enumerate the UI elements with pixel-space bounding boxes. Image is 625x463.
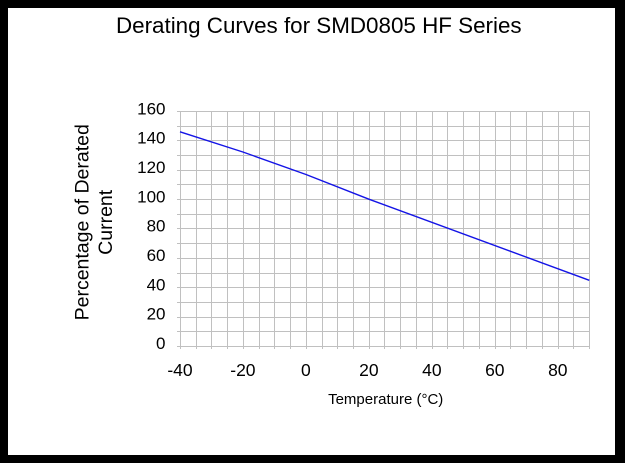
svg-text:140: 140 — [137, 129, 165, 148]
svg-text:-20: -20 — [230, 360, 256, 380]
svg-text:Derating Curves for SMD0805 HF: Derating Curves for SMD0805 HF Series — [116, 13, 522, 38]
svg-text:Current: Current — [95, 189, 117, 255]
svg-text:Percentage of Derated: Percentage of Derated — [71, 124, 93, 320]
svg-text:-40: -40 — [167, 360, 193, 380]
svg-text:80: 80 — [548, 360, 568, 380]
svg-text:40: 40 — [147, 275, 166, 294]
svg-text:100: 100 — [137, 187, 165, 206]
svg-text:20: 20 — [359, 360, 379, 380]
svg-text:Temperature (°C): Temperature (°C) — [328, 391, 443, 408]
svg-text:0: 0 — [301, 360, 311, 380]
svg-text:40: 40 — [422, 360, 442, 380]
svg-text:160: 160 — [137, 99, 165, 118]
svg-text:60: 60 — [147, 246, 166, 265]
svg-text:80: 80 — [147, 217, 166, 236]
svg-text:0: 0 — [156, 334, 165, 353]
svg-text:120: 120 — [137, 158, 165, 177]
svg-text:20: 20 — [147, 305, 166, 324]
svg-text:60: 60 — [485, 360, 505, 380]
